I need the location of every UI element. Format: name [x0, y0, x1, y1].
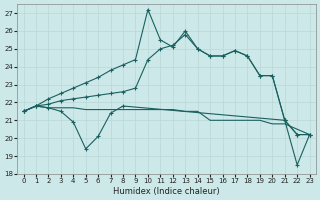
X-axis label: Humidex (Indice chaleur): Humidex (Indice chaleur)	[113, 187, 220, 196]
